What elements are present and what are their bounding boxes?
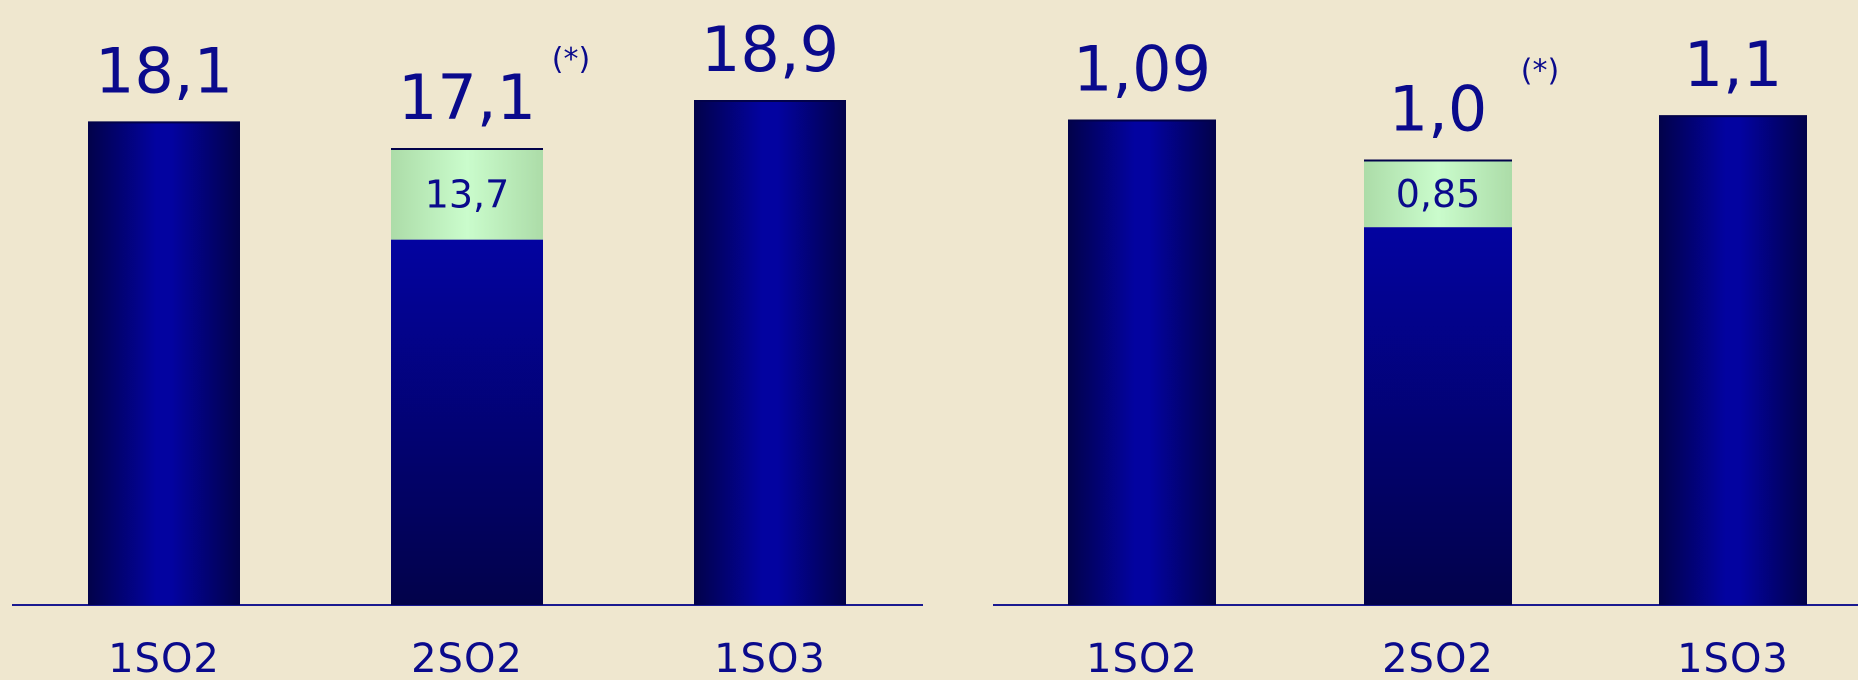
bar [1659, 116, 1807, 605]
bar [694, 101, 846, 605]
bar-top-segment [1364, 160, 1512, 228]
category-label: 1SO3 [714, 636, 826, 680]
bar-base-segment [391, 239, 543, 605]
category-label: 2SO2 [411, 636, 523, 680]
bar-base-segment [1364, 227, 1512, 605]
bar [1068, 120, 1216, 606]
bar [88, 122, 240, 605]
bar-value-label: 18,9 [701, 13, 839, 86]
footnote-mark: (*) [552, 42, 590, 77]
bar-top-segment [391, 149, 543, 240]
bar-value-label: 1,09 [1073, 33, 1211, 106]
category-label: 1SO2 [1086, 636, 1198, 680]
bar-value-label: 17,1 [398, 61, 536, 134]
category-label: 2SO2 [1382, 636, 1494, 680]
segment-value-label: 0,85 [1396, 172, 1481, 216]
bar-value-label: 18,1 [95, 34, 233, 107]
bar-value-label: 1,1 [1684, 28, 1783, 101]
category-label: 1SO3 [1677, 636, 1789, 680]
bar-value-label: 1,0 [1389, 73, 1488, 146]
segment-value-label: 13,7 [425, 172, 510, 216]
footnote-mark: (*) [1521, 54, 1559, 89]
category-label: 1SO2 [108, 636, 220, 680]
